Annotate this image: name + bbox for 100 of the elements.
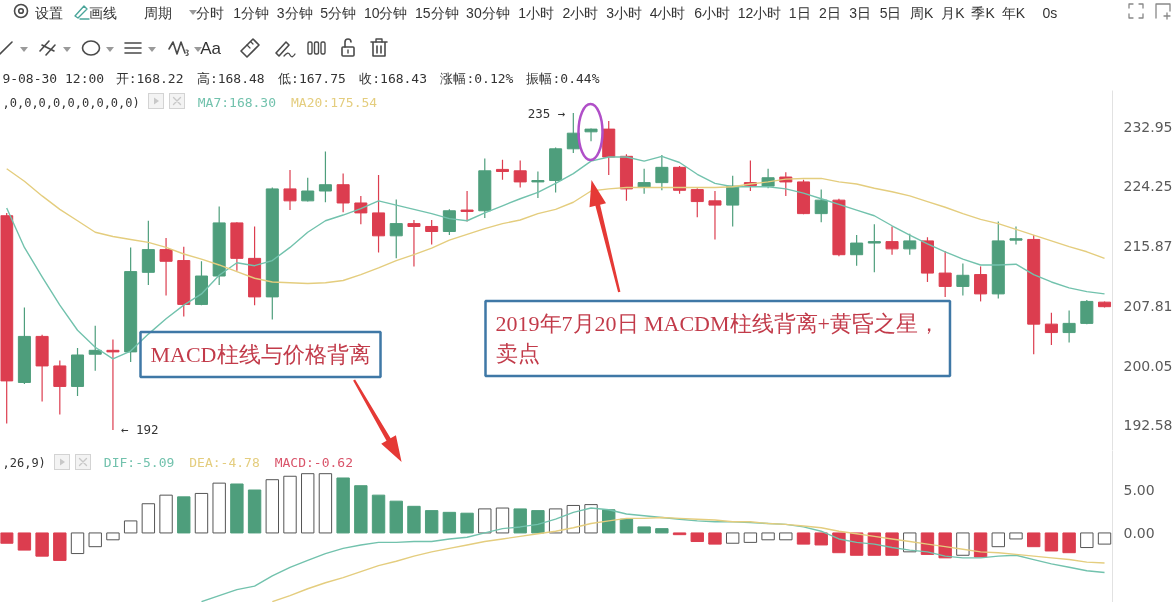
bar (301, 473, 315, 534)
bar (123, 520, 138, 534)
bar (1027, 532, 1041, 548)
bar (1097, 532, 1112, 545)
y-tick-label: 200.05 (1123, 357, 1173, 374)
text: 0s (1042, 4, 1058, 21)
bar (478, 508, 492, 534)
bar (283, 475, 297, 534)
text: 高:168.48 (196, 71, 265, 86)
bar (106, 532, 120, 541)
text: 12小时 (737, 4, 782, 21)
bar (354, 485, 368, 534)
y-tick-label: 224.25 (1123, 178, 1173, 195)
text: 5分钟 (320, 4, 357, 21)
candlestick (159, 237, 173, 296)
bar (761, 532, 775, 541)
text: 年K (1001, 4, 1026, 21)
text: 9-08-30 12:00 (2, 71, 105, 86)
y-tick-label: 207.81 (1123, 297, 1173, 314)
annotation: ,0,0,0,0,0,0,0,0,0) (2, 95, 140, 110)
text: 1小时 (518, 4, 554, 21)
line-series (200, 507, 1106, 602)
bar (336, 477, 350, 534)
candlestick (318, 150, 332, 203)
text: 开:168.22 (115, 71, 184, 86)
text: DEA:-4.78 (189, 455, 260, 470)
candlestick (495, 159, 510, 181)
annotation: ,26,9) (2, 455, 46, 470)
text: 2小时 (562, 4, 599, 21)
candlestick (141, 220, 155, 286)
bar (194, 492, 209, 534)
text: MA7:168.30 (197, 95, 277, 110)
annotation: 235 → (527, 105, 566, 121)
text: 收:168.43 (359, 71, 428, 86)
candlestick (407, 219, 421, 268)
bar (17, 532, 32, 551)
candlestick (584, 127, 598, 142)
text: 1日 (788, 4, 811, 21)
bar (460, 512, 474, 534)
candlestick (1062, 309, 1076, 344)
bar (708, 532, 722, 545)
text: 振幅:0.44% (526, 71, 600, 86)
candlestick (442, 208, 456, 236)
candlestick (938, 250, 952, 298)
bar (495, 507, 510, 534)
text: 月K (941, 4, 966, 21)
candlestick (425, 219, 439, 246)
bar (637, 526, 651, 534)
text: 周期 (144, 4, 173, 21)
candlestick (1044, 312, 1058, 346)
y-tick-label: 192.58 (1123, 417, 1173, 434)
candlestick (372, 174, 386, 254)
text: 30分钟 (466, 4, 510, 21)
candlestick (850, 234, 864, 267)
bar (796, 532, 811, 545)
text: 5日 (879, 4, 902, 21)
bar (973, 532, 988, 558)
annotation: MACD柱线与价格背离 (150, 342, 371, 367)
bar (159, 494, 173, 534)
bar (956, 532, 970, 556)
bar (407, 505, 421, 534)
candlestick (513, 159, 527, 189)
candlestick (531, 170, 545, 199)
bar (1009, 532, 1023, 540)
bar (141, 503, 156, 534)
line-series (6, 168, 1106, 285)
text: 3日 (849, 4, 872, 21)
bar (619, 518, 634, 534)
candlestick (53, 359, 67, 416)
text: 1分钟 (233, 4, 270, 21)
text: 3小时 (606, 4, 642, 21)
candlestick (885, 225, 899, 256)
text: 画线 (89, 4, 118, 21)
text: Aa (200, 39, 222, 58)
candlestick (106, 338, 120, 431)
text: DIF:-5.09 (103, 455, 175, 470)
candlestick (1080, 299, 1094, 325)
bar (602, 509, 616, 534)
bar (991, 532, 1005, 548)
bar (389, 500, 403, 534)
bar (743, 532, 758, 543)
candlestick (1009, 225, 1023, 246)
bar (779, 532, 793, 541)
bar (442, 511, 457, 534)
line-series (271, 516, 1106, 602)
candlestick (460, 190, 474, 223)
text: 3分钟 (276, 4, 313, 21)
bar (424, 510, 439, 534)
candlestick (867, 223, 881, 273)
text: 设置 (34, 4, 63, 21)
bar (177, 496, 191, 534)
text: 涨幅:0.12% (440, 71, 514, 86)
y-tick-label: 215.87 (1123, 238, 1173, 255)
bar (832, 532, 846, 554)
bar (88, 532, 102, 548)
candlestick (301, 177, 315, 203)
text: 2日 (819, 4, 841, 21)
bar (318, 473, 333, 534)
text: 分时 (196, 4, 225, 21)
y-tick-label: 0.00 (1123, 524, 1155, 541)
